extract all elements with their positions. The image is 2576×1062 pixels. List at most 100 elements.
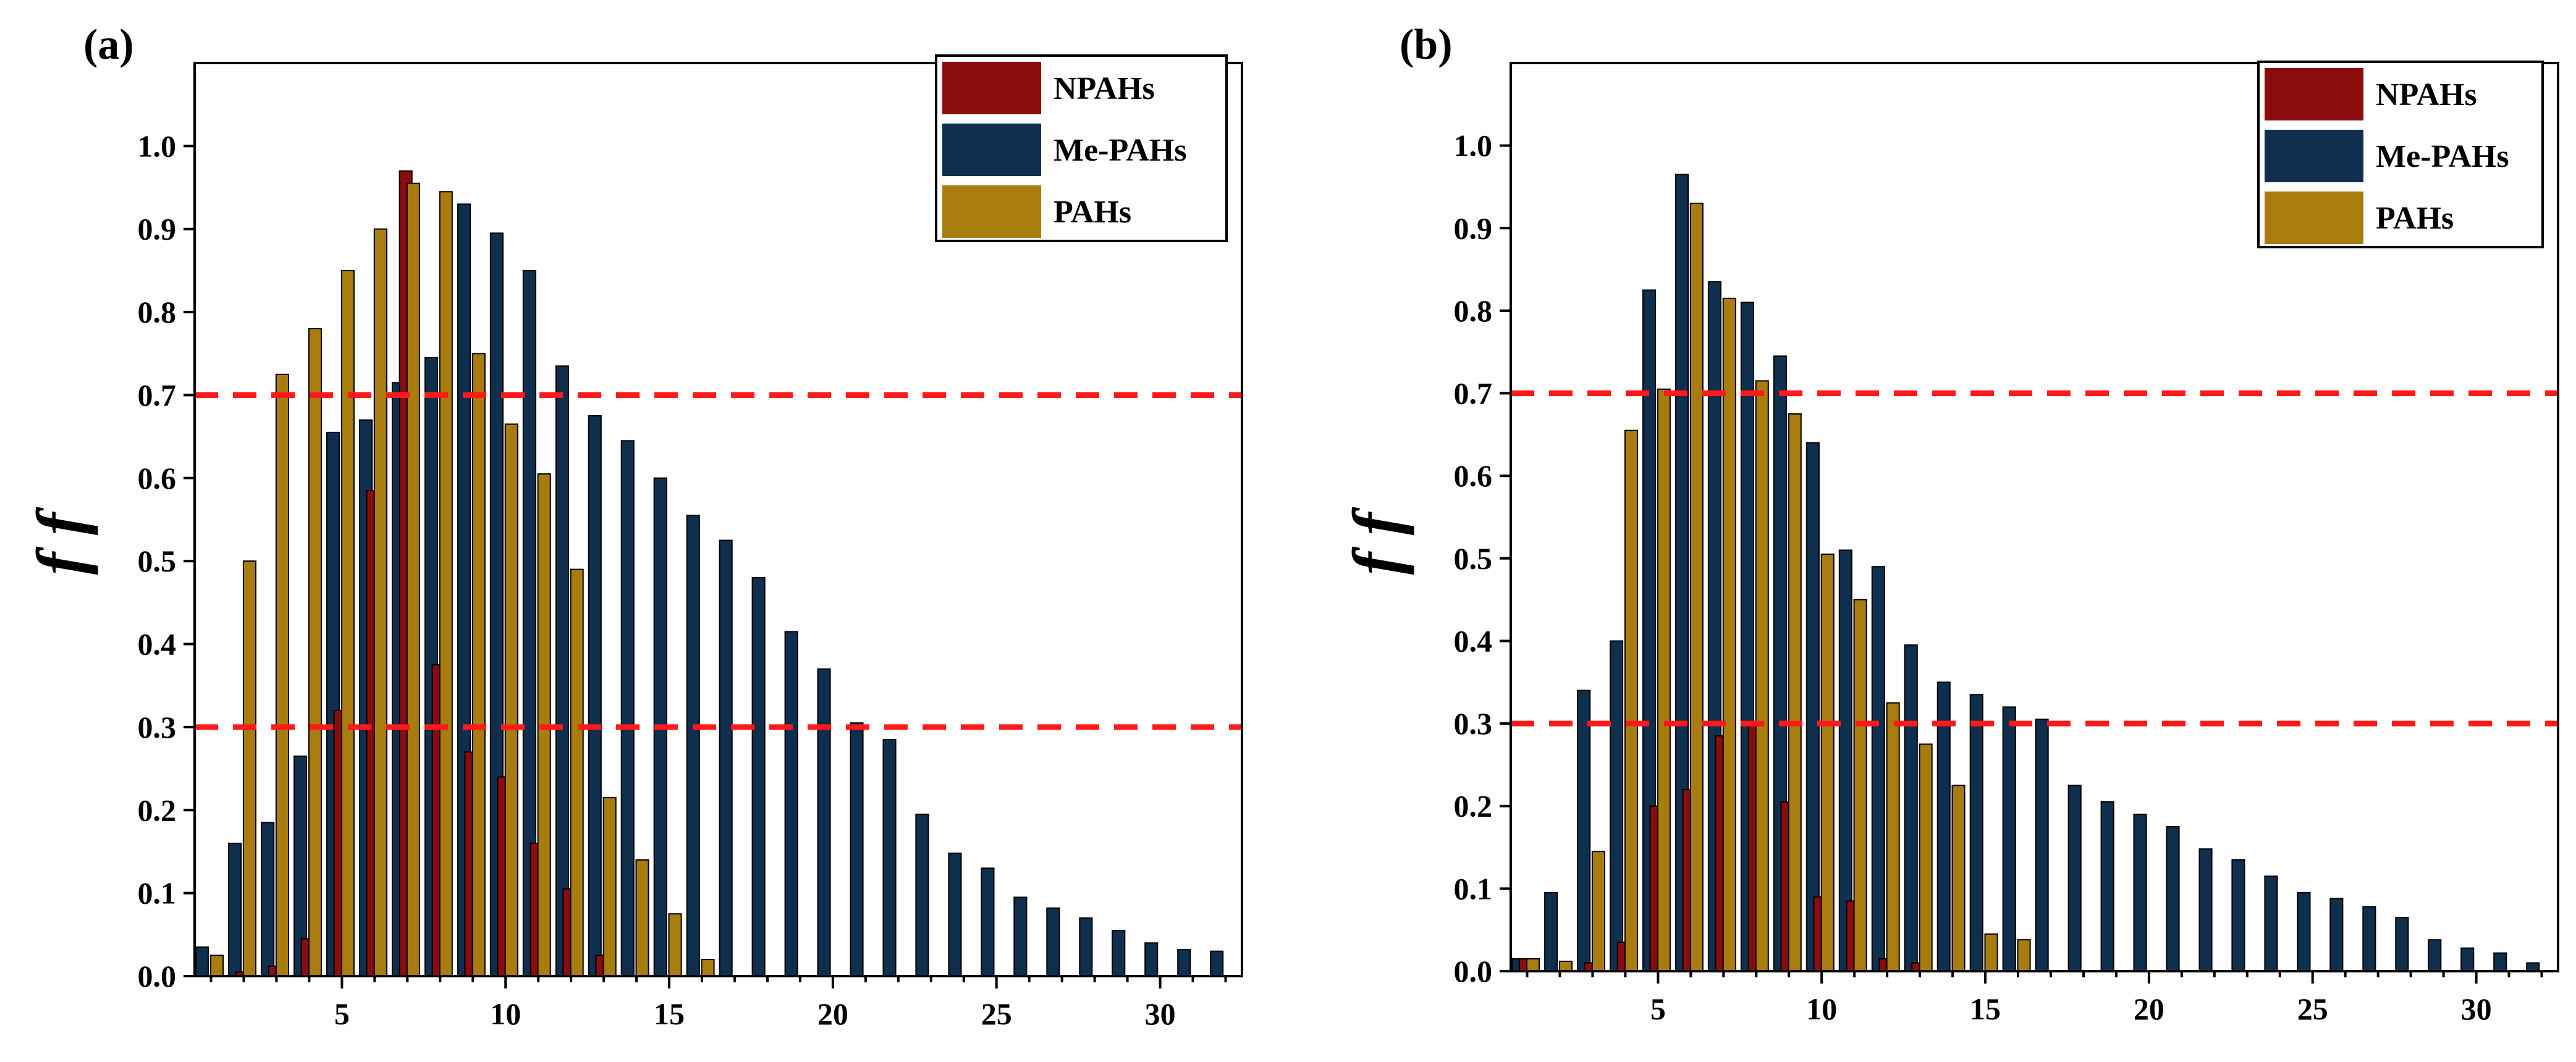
- panel-a-bar-mepahs-x29: [1112, 930, 1126, 977]
- panel-a-bar-mepahs-x31: [1177, 949, 1191, 977]
- panel-a-bar-mepahs-x24: [948, 853, 962, 977]
- panel-a-bar-pahs-x5: [340, 269, 355, 977]
- panel-a-xtick-label-5: 30: [1145, 997, 1176, 1031]
- panel-b-ytick-label-8: 0.8: [1454, 293, 1493, 328]
- panel-a-bar-pahs-x1: [210, 955, 224, 977]
- panel-b-legend-label-mepahs: Me-PAHs: [2376, 139, 2509, 174]
- panel-b-bar-mepahs-x12: [1871, 566, 1885, 972]
- panel-b-bar-pahs-x16: [2017, 939, 2031, 972]
- panel-b-legend-swatch-mepahs: [2265, 130, 2363, 182]
- panel-b-ytick-label-1: 0.1: [1454, 871, 1493, 906]
- panel-a-ytick-label-1: 0.1: [138, 876, 177, 911]
- panel-b-legend-swatch-pahs: [2265, 192, 2363, 244]
- panel-b-bar-pahs-x6: [1689, 203, 1704, 972]
- panel-b: (b) f f 0.0 0.1 0.2 0.3 0.4 0.5 0.6 0.7 0.8 0.9 1.…: [1339, 21, 2559, 1026]
- panel-a-ytick-label-6: 0.6: [138, 461, 177, 495]
- panel-b-bar-pahs-x15: [1984, 933, 1998, 972]
- panel-a-legend-label-pahs: PAHs: [1054, 195, 1131, 230]
- panel-b-y-axis-label: f f: [1339, 507, 1414, 575]
- panel-b-bar-mepahs-x21: [2166, 826, 2180, 972]
- panel-a-bar-mepahs-x25: [981, 867, 995, 977]
- panel-b-legend-swatch-npahs: [2265, 68, 2363, 120]
- panel-a-bar-pahs-x4: [308, 328, 322, 977]
- panel-a-ytick-label-3: 0.3: [138, 710, 177, 744]
- panel-b-bar-mepahs-x3: [1577, 689, 1591, 972]
- panel-a-bar-mepahs-x22: [882, 739, 897, 977]
- panel-b-ytick-label-5: 0.5: [1454, 541, 1493, 576]
- panel-a-bar-mepahs-x17: [719, 539, 733, 977]
- panel-b-legend: NPAHs Me-PAHs PAHs: [2257, 61, 2544, 248]
- panel-b-bar-mepahs-x13: [1904, 644, 1918, 972]
- panel-a-bar-pahs-x7: [406, 182, 420, 977]
- panel-b-xtick-label-2: 15: [1970, 992, 2001, 1026]
- panel-a-plot-area: 0.0 0.1 0.2 0.3 0.4 0.5 0.6 0.7 0.8 0.9 1.0 5 10 15 20…: [138, 62, 1243, 1031]
- panel-b-xtick-label-1: 10: [1806, 992, 1837, 1026]
- panel-a-bar-mepahs-x28: [1079, 917, 1093, 977]
- panel-b-bar-mepahs-x24: [2264, 875, 2278, 972]
- panel-a-legend-swatch-pahs: [942, 185, 1041, 238]
- panel-a-bar-mepahs-x13: [588, 415, 602, 977]
- panel-b-legend-label-npahs: NPAHs: [2376, 77, 2477, 112]
- panel-b-bar-pahs-x10: [1820, 554, 1835, 972]
- panel-a-xtick-label-4: 25: [981, 997, 1012, 1031]
- panel-a-bar-mepahs-x23: [915, 814, 929, 977]
- panel-b-bar-mepahs-x31: [2493, 952, 2507, 972]
- panel-b-bar-pahs-x4: [1624, 429, 1638, 972]
- panel-a-legend: NPAHs Me-PAHs PAHs: [935, 54, 1228, 242]
- panel-a-bar-pahs-x16: [701, 959, 715, 977]
- panel-a-legend-swatch-npahs: [942, 62, 1041, 114]
- panel-b-ytick-label-10: 1.0: [1454, 129, 1493, 163]
- panel-b-ytick-label-9: 0.9: [1454, 211, 1493, 245]
- panel-b-xtick-label-0: 5: [1650, 992, 1666, 1026]
- panel-b-bar-mepahs-x18: [2067, 785, 2082, 972]
- panel-a: (a) f f 0.0 0.1 0.2 0.3 0.4 0.5 0.6 0.7 0.8 0.9 1.…: [23, 21, 1243, 1031]
- panel-b-bar-pahs-x1: [1526, 958, 1540, 972]
- panel-b-bar-mepahs-x26: [2329, 898, 2344, 972]
- panel-a-ytick-label-2: 0.2: [138, 793, 177, 827]
- panel-a-ytick-label-9: 0.9: [138, 212, 177, 247]
- panel-a-bar-mepahs-x27: [1046, 907, 1060, 977]
- panel-a-bar-mepahs-x2: [228, 843, 242, 977]
- panel-a-xtick-label-1: 10: [490, 997, 521, 1031]
- panel-b-xtick-label-4: 25: [2297, 992, 2328, 1026]
- panel-b-bar-pahs-x11: [1853, 599, 1867, 972]
- panel-b-bar-mepahs-x27: [2362, 906, 2376, 972]
- panel-a-bar-mepahs-x16: [686, 515, 700, 977]
- panel-b-bar-mepahs-x29: [2428, 939, 2442, 972]
- panel-a-bar-mepahs-x30: [1144, 942, 1159, 977]
- panel-a-label: (a): [83, 21, 134, 69]
- panel-a-bar-mepahs-x14: [620, 440, 635, 977]
- panel-b-bar-pahs-x8: [1755, 380, 1769, 972]
- panel-a-legend-label-npahs: NPAHs: [1054, 71, 1155, 106]
- panel-b-bar-mepahs-x19: [2100, 801, 2114, 972]
- panel-a-bar-mepahs-x12: [555, 365, 569, 977]
- panel-b-bar-pahs-x12: [1886, 702, 1900, 972]
- panel-a-ytick-label-5: 0.5: [138, 544, 177, 578]
- panel-a-xtick-label-2: 15: [654, 997, 685, 1031]
- panel-a-bar-mepahs-x19: [784, 631, 798, 977]
- panel-b-bar-pahs-x2: [1558, 961, 1573, 972]
- panel-b-bar-pahs-x14: [1951, 785, 1966, 972]
- panel-b-ytick-label-6: 0.6: [1454, 458, 1493, 493]
- panel-a-bar-pahs-x15: [668, 913, 682, 977]
- panel-a-bar-pahs-x12: [570, 568, 584, 977]
- panel-a-bar-mepahs-x20: [817, 668, 831, 977]
- panel-b-bar-pahs-x13: [1919, 743, 1933, 972]
- panel-b-bar-mepahs-x16: [2002, 706, 2016, 972]
- panel-b-bar-mepahs-x25: [2297, 892, 2311, 972]
- panel-b-bar-mepahs-x20: [2133, 814, 2147, 972]
- panel-a-bar-pahs-x2: [242, 560, 256, 977]
- panel-b-bar-pahs-x5: [1657, 388, 1671, 972]
- panel-b-bar-pahs-x3: [1591, 851, 1605, 972]
- panel-a-ytick-label-4: 0.4: [138, 627, 177, 662]
- panel-b-ytick-label-2: 0.2: [1454, 789, 1493, 824]
- panel-b-bar-mepahs-x23: [2231, 859, 2245, 972]
- panel-a-bar-mepahs-x32: [1210, 950, 1224, 977]
- panel-a-bar-pahs-x3: [275, 373, 289, 977]
- panel-a-y-axis-label: f f: [23, 507, 98, 575]
- panel-b-bar-mepahs-x10: [1805, 442, 1820, 972]
- panel-a-bar-pahs-x6: [373, 228, 387, 977]
- panel-b-bar-mepahs-x4: [1610, 640, 1624, 972]
- panel-b-ytick-label-3: 0.3: [1454, 706, 1493, 741]
- panel-b-bar-mepahs-x28: [2395, 917, 2409, 972]
